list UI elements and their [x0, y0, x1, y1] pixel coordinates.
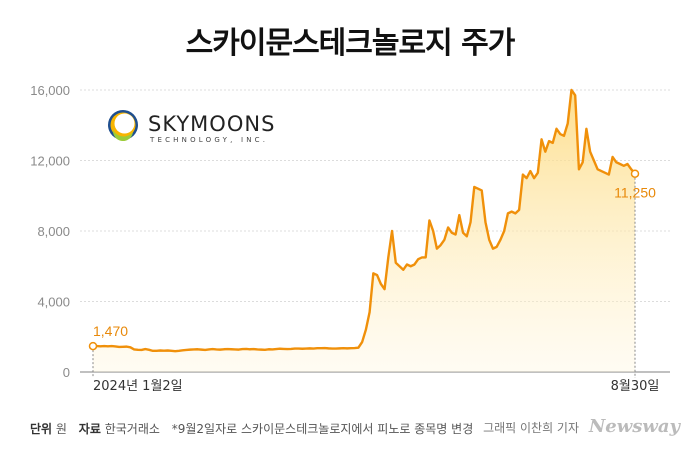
y-tick-label: 8,000 — [37, 224, 70, 239]
y-tick-label: 4,000 — [37, 295, 70, 310]
logo-name: SKYMOONS — [148, 112, 276, 136]
company-logo: SKYMOONS TECHNOLOGY, INC. — [106, 108, 306, 148]
x-tick-label: 8월30일 — [611, 379, 660, 394]
source-key: 자료 — [78, 422, 101, 436]
brand-logo: Newsway — [588, 416, 680, 437]
area-fill — [93, 90, 635, 372]
y-tick-label: 12,000 — [30, 154, 70, 169]
y-tick-label: 16,000 — [30, 83, 70, 98]
logo-subtitle: TECHNOLOGY, INC. — [150, 136, 269, 144]
unit-key: 단위 — [30, 422, 53, 436]
end-data-label: 11,250 — [614, 185, 656, 201]
start-data-label: 1,470 — [93, 323, 128, 339]
credit: 그래픽 이찬희 기자 Newsway — [483, 416, 680, 437]
chart-title: 스카이문스테크놀로지 주가 — [185, 26, 516, 61]
credit-text: 그래픽 이찬희 기자 — [483, 421, 580, 435]
footer-notes: 단위 원 자료 한국거래소 *9월2일자로 스카이문스테크놀로지에서 피노로 종… — [30, 420, 473, 437]
unit-value: 원 — [55, 422, 67, 436]
y-tick-label: 0 — [63, 365, 70, 380]
x-tick-label: 2024년 1월2일 — [93, 379, 183, 394]
logo-ring-icon — [108, 110, 138, 142]
footnote: *9월2일자로 스카이문스테크놀로지에서 피노로 종목명 변경 — [171, 422, 474, 436]
source-value: 한국거래소 — [104, 422, 160, 436]
price-line — [91, 88, 637, 353]
end-point — [630, 169, 640, 178]
start-point — [88, 341, 98, 351]
